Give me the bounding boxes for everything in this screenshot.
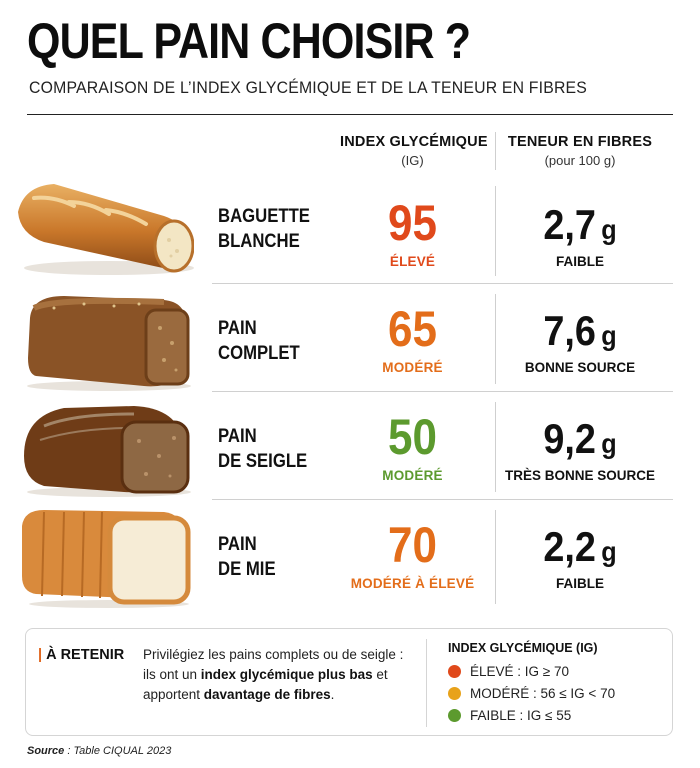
ig-value: 70 — [388, 517, 437, 573]
legend-label: MODÉRÉ : 56 ≤ IG < 70 — [470, 685, 616, 701]
bread-row: PAIN DE SEIGLE 50 MODÉRÉ 9,2 g TRÈS BONNE… — [0, 396, 700, 500]
bread-name: PAIN DE MIE — [218, 534, 276, 580]
whole-wheat-loaf-icon — [14, 288, 194, 392]
page-subtitle: COMPARAISON DE L’INDEX GLYCÉMIQUE ET DE … — [29, 78, 588, 97]
row-divider — [212, 283, 673, 284]
column-header-fiber: TENEUR EN FIBRES (pour 100 g) — [505, 134, 655, 168]
legend-title: INDEX GLYCÉMIQUE (IG) — [448, 641, 598, 655]
ig-level-label: MODÉRÉ À ÉLEVÉ — [350, 576, 475, 591]
bread-name: PAIN COMPLET — [218, 318, 300, 364]
fiber-value: 2,2 g — [513, 522, 648, 577]
ig-value: 95 — [388, 195, 437, 251]
legend-dot-icon — [448, 664, 461, 678]
bread-row: BAGUETTE BLANCHE 95 ÉLEVÉ 2,7 g FAIBLE — [0, 176, 700, 280]
ig-value: 65 — [388, 301, 437, 357]
legend-item: ÉLEVÉ : IG ≥ 70 — [448, 661, 569, 681]
box-divider — [426, 639, 427, 727]
fiber-unit: g — [601, 214, 617, 245]
column-divider — [495, 294, 496, 384]
fiber-unit: g — [601, 536, 617, 567]
fiber-unit: g — [601, 428, 617, 459]
baguette-icon — [14, 176, 194, 280]
bread-name: BAGUETTE BLANCHE — [218, 206, 310, 252]
column-header-fiber-sub: (pour 100 g) — [544, 153, 616, 168]
column-header-ig-sub: (IG) — [401, 153, 424, 168]
column-divider — [495, 186, 496, 276]
fiber-value: 9,2 g — [513, 414, 648, 469]
ig-value: 50 — [388, 409, 437, 465]
ig-level-label: MODÉRÉ — [382, 360, 443, 375]
legend-label: ÉLEVÉ : IG ≥ 70 — [470, 663, 569, 679]
fiber-number: 9,2 — [543, 415, 596, 462]
bread-row: PAIN DE MIE 70 MODÉRÉ À ÉLEVÉ 2,2 g FAIBL… — [0, 504, 700, 608]
legend-dot-icon — [448, 708, 461, 722]
takeaway-text-bold: index glycémique plus bas — [200, 667, 373, 682]
column-header-fiber-title: TENEUR EN FIBRES — [507, 134, 653, 150]
legend-label: FAIBLE : IG ≤ 55 — [470, 707, 572, 723]
source-note: Source : Table CIQUAL 2023 — [27, 745, 171, 757]
legend-item: FAIBLE : IG ≤ 55 — [448, 705, 571, 725]
key-takeaway-title: | À RETENIR — [38, 647, 124, 663]
takeaway-text-bold: davantage de fibres — [203, 687, 331, 702]
ig-level-label: MODÉRÉ — [382, 468, 443, 483]
sandwich-bread-icon — [14, 504, 194, 608]
accent-bar-icon: | — [38, 647, 43, 663]
takeaway-text-part: . — [330, 687, 335, 702]
fiber-number: 7,6 — [543, 307, 596, 354]
bread-name: PAIN DE SEIGLE — [218, 426, 308, 472]
fiber-level-label: FAIBLE — [555, 576, 604, 591]
rye-loaf-icon — [14, 396, 194, 500]
source-text: : Table CIQUAL 2023 — [64, 745, 172, 757]
fiber-value: 2,7 g — [513, 200, 648, 255]
fiber-unit: g — [601, 320, 617, 351]
legend-item: MODÉRÉ : 56 ≤ IG < 70 — [448, 683, 615, 703]
source-label: Source — [27, 745, 65, 757]
legend-dot-icon — [448, 686, 461, 700]
column-divider — [495, 402, 496, 492]
key-takeaway-box: | À RETENIR Privilégiez les pains complet… — [25, 628, 673, 736]
title-divider — [27, 114, 673, 115]
fiber-level-label: BONNE SOURCE — [524, 360, 636, 375]
column-divider — [495, 132, 496, 170]
takeaway-text-part: et apportent — [143, 667, 388, 702]
fiber-level-label: TRÈS BONNE SOURCE — [504, 468, 656, 483]
takeaway-text-part: Privilégiez les pains complets ou de sei… — [143, 647, 404, 682]
column-header-ig-title: INDEX GLYCÉMIQUE — [340, 134, 488, 150]
fiber-value: 7,6 g — [513, 306, 648, 361]
column-divider — [495, 510, 496, 604]
ig-level-label: ÉLEVÉ — [389, 254, 436, 269]
key-takeaway-text: Privilégiez les pains complets ou de sei… — [143, 645, 413, 705]
key-takeaway-title-text: À RETENIR — [46, 647, 125, 663]
row-divider — [212, 391, 673, 392]
page-title: QUEL PAIN CHOISIR ? — [27, 13, 471, 69]
fiber-number: 2,2 — [543, 523, 596, 570]
fiber-number: 2,7 — [543, 201, 596, 248]
bread-row: PAIN COMPLET 65 MODÉRÉ 7,6 g BONNE SOURCE — [0, 288, 700, 392]
column-header-ig: INDEX GLYCÉMIQUE (IG) — [340, 134, 488, 168]
row-divider — [212, 499, 673, 500]
fiber-level-label: FAIBLE — [555, 254, 604, 269]
